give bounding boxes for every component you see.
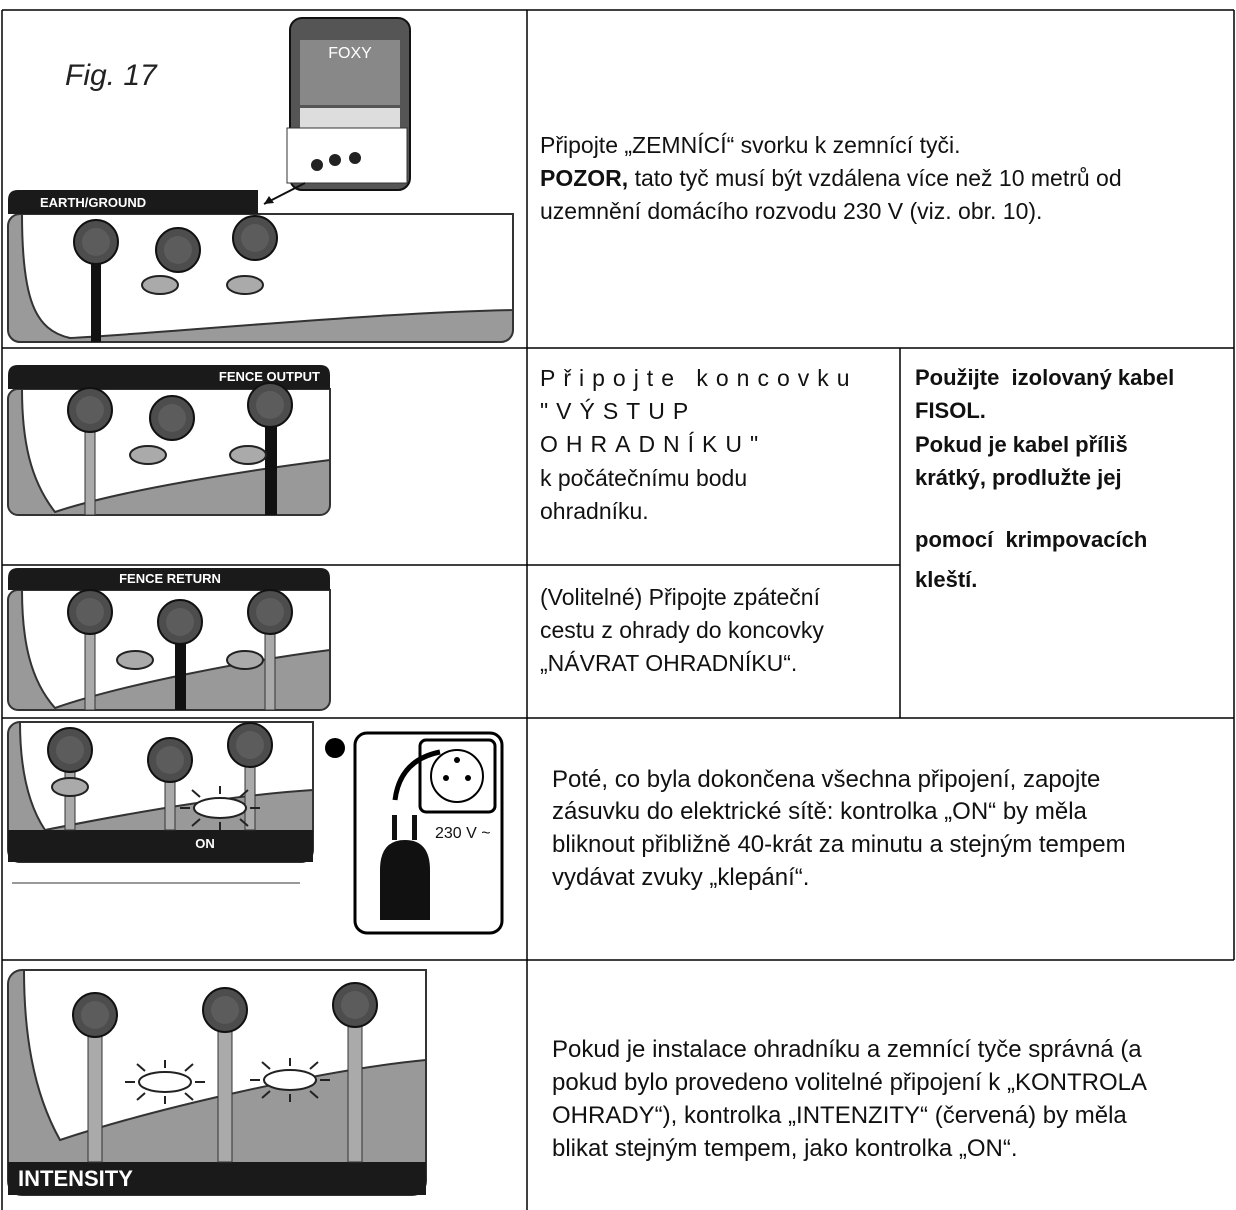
panel-label: INTENSITY xyxy=(18,1166,133,1191)
warning-text: uzemnění domácího rozvodu 230 V (viz. ob… xyxy=(540,198,1043,224)
on-panel: ON 230 V ~ xyxy=(7,721,504,935)
panel-label: ON xyxy=(195,836,215,851)
device-label: FOXY xyxy=(328,45,372,62)
earth-panel: EARTH/GROUND FOXY xyxy=(7,17,514,343)
instruction: bliknout přibližně 40-krát za minutu a s… xyxy=(552,831,1126,858)
instruction: "VÝSTUP xyxy=(540,398,697,424)
warning-text: tato tyč musí být vzdálena více než 10 m… xyxy=(634,165,1122,191)
cable-note: Pokud je kabel příliš xyxy=(915,432,1128,457)
intensity-panel: INTENSITY xyxy=(7,969,427,1196)
panel-label: FENCE RETURN xyxy=(119,571,221,586)
warning: POZOR, tato tyč musí být vzdálena více n… xyxy=(540,164,1122,192)
instruction: ohradníku. xyxy=(540,498,649,524)
instruction: vydávat zvuky „klepání“. xyxy=(552,864,810,891)
cable-note: Použijte izolovaný kabel xyxy=(915,365,1175,390)
instruction: blikat stejným tempem, jako kontrolka „O… xyxy=(552,1135,1018,1162)
instruction: Pokud je instalace ohradníku a zemnící t… xyxy=(552,1036,1142,1063)
instruction: (Volitelné) Připojte zpáteční xyxy=(540,584,820,610)
instruction: pokud bylo provedeno volitelné připojení… xyxy=(552,1069,1147,1096)
cable-note: pomocí krimpovacích xyxy=(915,527,1148,552)
instruction: OHRADY“), kontrolka „INTENZITY“ (červená… xyxy=(552,1102,1127,1129)
warning-bold: POZOR, xyxy=(540,165,629,191)
panel-label: FENCE OUTPUT xyxy=(219,369,320,384)
figure-label: Fig. 17 xyxy=(65,59,158,92)
panel-label: EARTH/GROUND xyxy=(40,195,146,210)
instruction: Připojte „ZEMNÍCÍ“ svorku k zemnící tyči… xyxy=(540,132,961,158)
instruction: Připojte koncovku xyxy=(540,365,858,391)
fence-output-panel: FENCE OUTPUT xyxy=(7,365,331,516)
instruction: „NÁVRAT OHRADNÍKU“. xyxy=(540,650,798,676)
cable-note: kleští. xyxy=(915,567,978,592)
instruction: OHRADNÍKU" xyxy=(540,431,767,457)
instruction: Poté, co byla dokončena všechna připojen… xyxy=(552,766,1101,793)
socket-label: 230 V ~ xyxy=(435,825,491,842)
instruction: zásuvku do elektrické sítě: kontrolka „O… xyxy=(552,798,1087,825)
cable-note: krátký, prodlužte jej xyxy=(915,465,1122,490)
fence-return-panel: FENCE RETURN xyxy=(7,568,331,711)
table-grid xyxy=(1,9,1235,1210)
instruction: k počátečnímu bodu xyxy=(540,465,748,491)
cable-note: FISOL. xyxy=(915,398,986,423)
instruction: cestu z ohrady do koncovky xyxy=(540,617,824,643)
